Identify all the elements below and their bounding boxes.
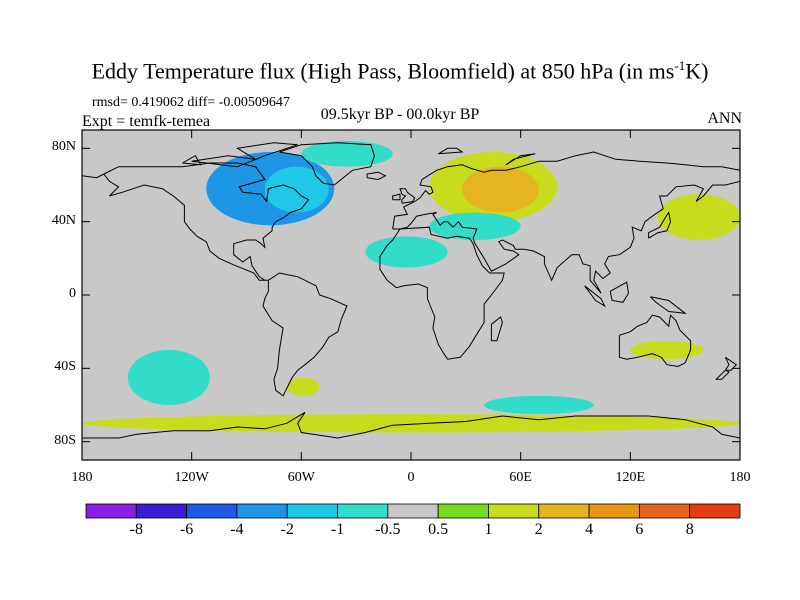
colorbar-label: 2	[534, 521, 543, 538]
colorbar-box-1	[135, 503, 188, 519]
lon-tick-label: 180	[729, 470, 751, 485]
colorbar-box-9	[538, 503, 590, 519]
coastline-20	[182, 155, 202, 166]
lon-tick-label: 60E	[509, 470, 532, 485]
colorbar-label: 8	[685, 521, 694, 538]
colorbar-label: -0.5	[375, 521, 401, 538]
coastline-8	[82, 411, 740, 439]
coastline-11	[366, 171, 387, 181]
map-background	[82, 130, 740, 460]
lat-tick-label: 40N	[51, 212, 76, 228]
colorbar-label: -6	[179, 521, 194, 538]
anomaly-region-8	[127, 350, 210, 405]
lon-tick-label: 60W	[287, 470, 315, 485]
coastline-2	[262, 272, 348, 397]
colorbar-box-3	[236, 503, 288, 519]
coastline-14	[724, 356, 738, 371]
anomaly-region-6	[365, 236, 448, 268]
anomaly-region-5	[429, 212, 521, 240]
coastline-7	[618, 314, 692, 368]
lat-tick-label: 0	[69, 286, 76, 301]
anomaly-region-7	[657, 194, 740, 240]
title-text: Eddy Temperature flux (High Pass, Bloomf…	[91, 58, 675, 84]
coastline-15	[714, 369, 730, 380]
colorbar-label: -8	[129, 521, 143, 538]
colorbar-label: -2	[280, 521, 294, 538]
lon-tick-label: 120W	[174, 470, 209, 485]
anomaly-region-4	[462, 166, 539, 213]
colorbar-box-2	[186, 503, 238, 519]
coastline-1	[279, 142, 375, 186]
colorbar-label: 0.5	[428, 521, 449, 538]
colorbar-label: -1	[330, 521, 345, 538]
title-unit: K)	[685, 58, 709, 84]
coastline-17	[609, 281, 630, 303]
coastline-21	[438, 147, 464, 155]
colorbar-label: 6	[635, 521, 644, 538]
colorbar-box-4	[286, 503, 338, 519]
coastline-22	[505, 153, 536, 166]
coastline-18	[584, 285, 606, 308]
anomaly-region-2	[301, 141, 393, 167]
season-label: ANN	[707, 110, 742, 127]
lat-tick-label: 80N	[51, 139, 76, 155]
coastline-16	[650, 296, 687, 314]
coastline-4	[82, 173, 105, 179]
colorbar-box-10	[588, 503, 640, 519]
period-label: 09.5kyr BP - 00.0kyr BP	[320, 106, 480, 123]
coastline-12	[648, 211, 672, 239]
anomaly-region-10	[82, 414, 740, 433]
colorbar-box-11	[638, 503, 691, 519]
colorbar-box-7	[437, 503, 489, 519]
lon-tick-label: 180	[71, 470, 93, 485]
lon-tick-label: 120E	[615, 470, 646, 485]
lon-tick-label: 0	[407, 470, 415, 485]
plot-title: Eddy Temperature flux (High Pass, Bloomf…	[0, 58, 800, 84]
anomaly-layer	[82, 141, 740, 433]
coastline-3	[392, 151, 740, 230]
colorbar-box-8	[488, 503, 540, 519]
coastline-19	[191, 142, 298, 168]
coastline-0	[103, 162, 310, 281]
axis-ticks	[81, 130, 741, 460]
lat-tick-label: 40S	[54, 359, 76, 375]
colorbar-box-6	[387, 503, 439, 519]
colorbar-label: 4	[585, 521, 594, 538]
colorbar-box-0	[85, 503, 137, 519]
coastline-5	[392, 180, 740, 294]
title-superscript: -1	[674, 58, 686, 73]
anomaly-region-1	[264, 166, 329, 213]
coastline-6	[379, 226, 505, 360]
colorbar-label: -4	[230, 521, 244, 538]
experiment-label: Expt = temfk-temea	[82, 113, 211, 130]
anomaly-region-9	[286, 377, 320, 396]
colorbar-label: 1	[484, 521, 493, 538]
coastlines	[82, 142, 740, 439]
anomaly-region-11	[484, 395, 594, 415]
colorbar	[85, 503, 741, 519]
colorbar-box-12	[689, 503, 741, 519]
coastline-10	[392, 193, 401, 201]
coastline-13	[490, 316, 503, 342]
coastline-9	[399, 188, 416, 204]
rmsd-label: rmsd= 0.419062 diff= -0.00509647	[92, 95, 290, 110]
colorbar-box-5	[337, 503, 389, 519]
lat-tick-label: 80S	[54, 432, 76, 448]
